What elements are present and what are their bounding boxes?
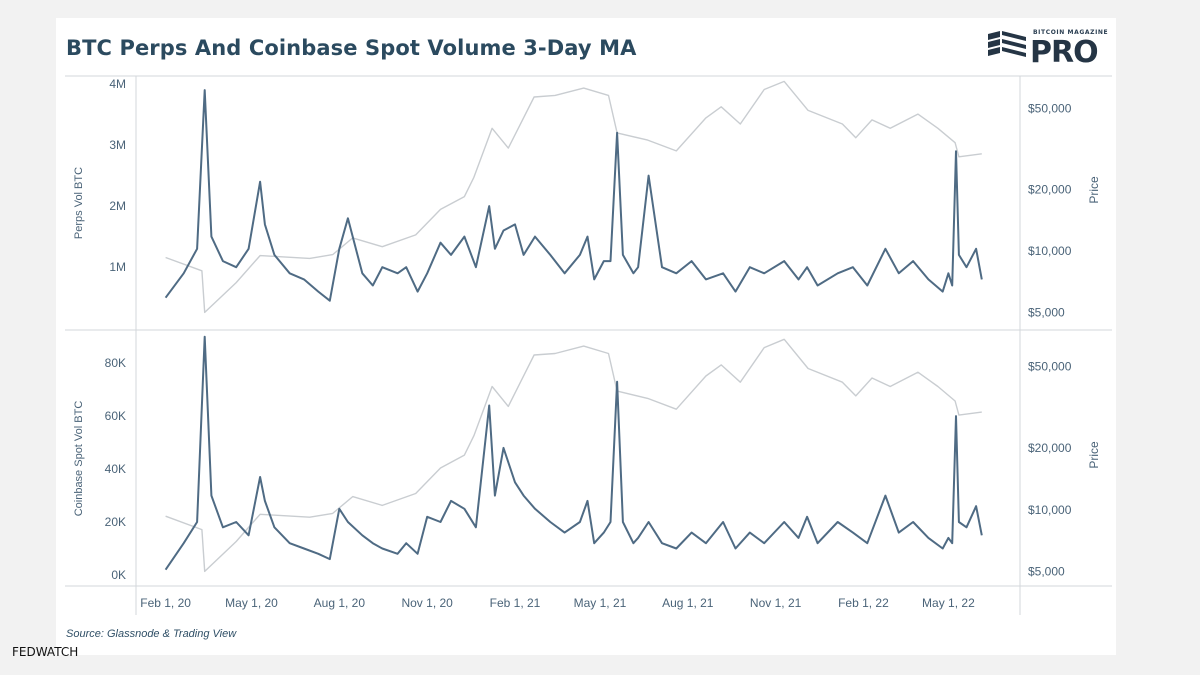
y-tick-label: 0K (111, 568, 126, 582)
logo-stripes-icon (988, 31, 1026, 57)
y2-tick-label: $50,000 (1028, 360, 1072, 374)
x-axis: Feb 1, 20 May 1, 20 Aug 1, 20 Nov 1, 20 Feb … (140, 596, 975, 610)
bitcoin-magazine-pro-logo: BITCOIN MAGAZINE PRO (986, 28, 1112, 72)
x-tick-label: Feb 1, 21 (490, 596, 541, 610)
x-tick-label: Feb 1, 22 (838, 596, 889, 610)
y-tick-label: 3M (109, 138, 126, 152)
x-tick-label: Aug 1, 20 (314, 596, 366, 610)
y2-axis-title: Price (1087, 176, 1101, 204)
x-tick-label: Nov 1, 21 (750, 596, 802, 610)
y2-tick-label: $5,000 (1028, 564, 1065, 578)
volume-line (164, 335, 983, 571)
y-tick-label: 60K (105, 409, 126, 423)
spot-panel: 80K 60K 40K 20K 0K $50,000 $20,000 $10,000 $5,00… (73, 335, 1101, 582)
price-line (165, 338, 982, 573)
y2-tick-label: $5,000 (1028, 305, 1065, 319)
y-tick-label: 20K (105, 515, 126, 529)
y2-tick-label: $10,000 (1028, 244, 1072, 258)
y2-tick-label: $50,000 (1028, 102, 1072, 116)
logo-small-text: BITCOIN MAGAZINE (1033, 29, 1109, 36)
source-note: Source: Glassnode & Trading View (66, 628, 237, 640)
x-tick-label: Nov 1, 20 (401, 596, 453, 610)
x-tick-label: Aug 1, 21 (662, 596, 714, 610)
y-tick-label: 2M (109, 199, 126, 213)
logo-big-text: PRO (1030, 35, 1099, 70)
chart-card (56, 18, 1116, 655)
y-tick-label: 80K (105, 356, 126, 370)
y-axis-title: Coinbase Spot Vol BTC (73, 401, 85, 517)
chart-title: BTC Perps And Coinbase Spot Volume 3-Day… (66, 36, 637, 60)
perps-panel: 4M 3M 2M 1M $50,000 $20,000 $10,000 $5,000 Perps… (73, 77, 1101, 319)
x-tick-label: May 1, 21 (574, 596, 627, 610)
y-axis-title: Perps Vol BTC (73, 167, 85, 239)
fedwatch-watermark: FEDWATCH (12, 645, 79, 659)
y2-tick-label: $10,000 (1028, 503, 1072, 517)
x-tick-label: May 1, 22 (922, 596, 975, 610)
y2-axis-title: Price (1087, 441, 1101, 469)
y2-tick-label: $20,000 (1028, 183, 1072, 197)
y-tick-label: 1M (109, 260, 126, 274)
volume-line (164, 89, 983, 302)
price-line (165, 80, 982, 314)
x-tick-label: Feb 1, 20 (140, 596, 191, 610)
x-tick-label: May 1, 20 (225, 596, 278, 610)
y-tick-label: 40K (105, 462, 126, 476)
y-tick-label: 4M (109, 77, 126, 91)
y2-tick-label: $20,000 (1028, 441, 1072, 455)
